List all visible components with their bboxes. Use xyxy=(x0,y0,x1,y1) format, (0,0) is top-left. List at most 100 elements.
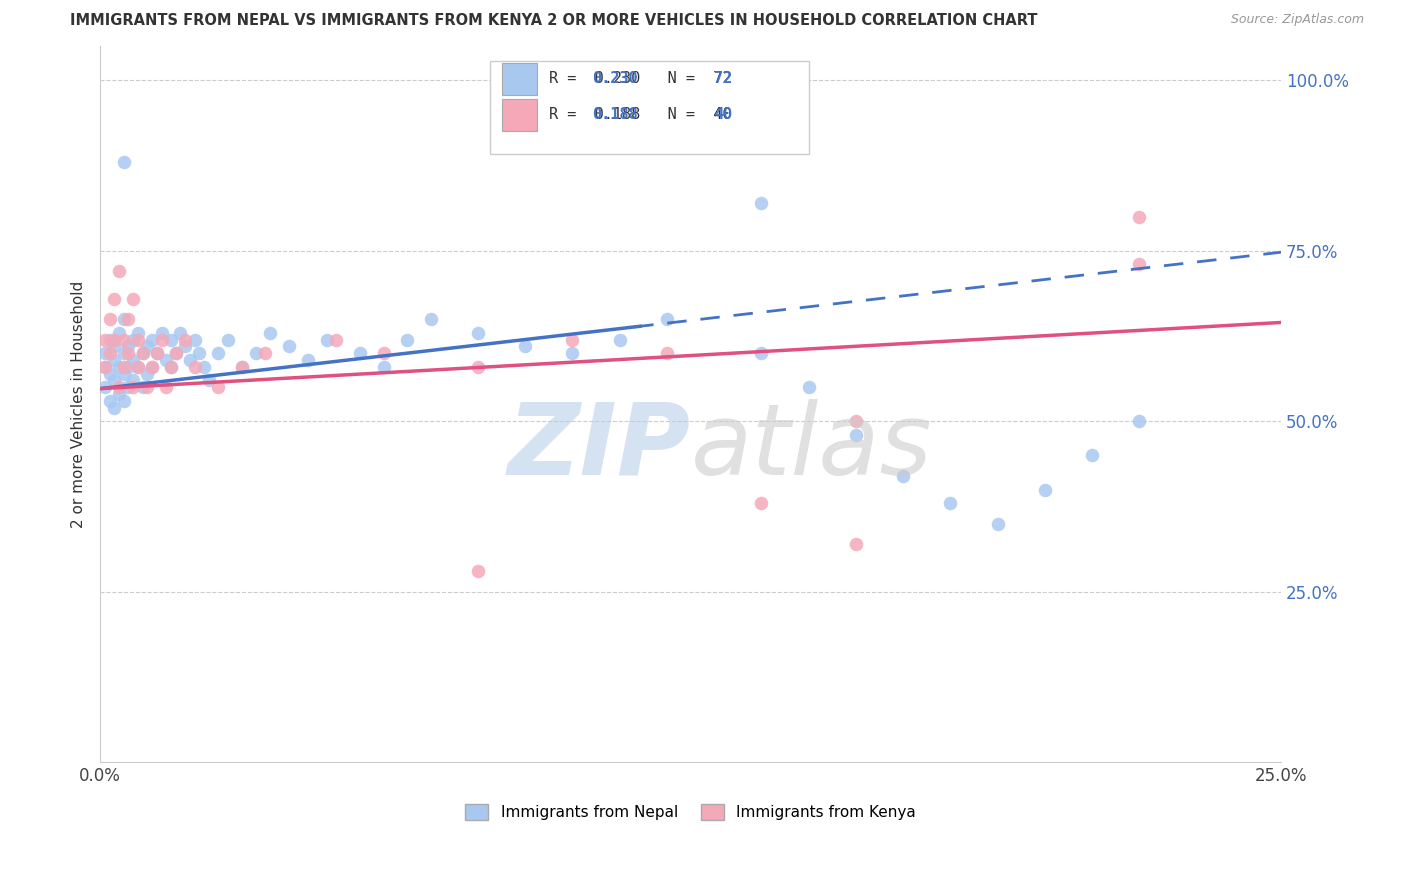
Point xyxy=(349,346,371,360)
Text: R =  0.188   N =  40: R = 0.188 N = 40 xyxy=(548,107,731,122)
FancyBboxPatch shape xyxy=(489,61,808,153)
Point xyxy=(112,312,135,326)
Point xyxy=(1033,483,1056,497)
Point xyxy=(108,387,131,401)
Point xyxy=(103,374,125,388)
Point xyxy=(122,374,145,388)
Point xyxy=(845,428,868,442)
Point xyxy=(98,346,121,360)
Point xyxy=(207,380,229,394)
Point xyxy=(467,326,489,340)
Point xyxy=(561,333,583,347)
Point xyxy=(751,196,773,211)
Text: R =  0.230   N =  72: R = 0.230 N = 72 xyxy=(548,71,731,86)
Point xyxy=(122,353,145,368)
Point xyxy=(122,333,145,347)
Text: Source: ZipAtlas.com: Source: ZipAtlas.com xyxy=(1230,13,1364,27)
Point xyxy=(146,346,169,360)
Point xyxy=(797,380,820,394)
Point xyxy=(165,346,187,360)
Point xyxy=(751,496,773,510)
Point xyxy=(987,516,1010,531)
Point xyxy=(179,353,201,368)
Point xyxy=(1128,258,1150,272)
FancyBboxPatch shape xyxy=(502,98,537,131)
Point xyxy=(188,346,211,360)
Point xyxy=(193,359,215,374)
Point xyxy=(207,346,229,360)
Point xyxy=(103,353,125,368)
Point xyxy=(112,393,135,408)
Point xyxy=(103,333,125,347)
Point xyxy=(127,333,149,347)
FancyBboxPatch shape xyxy=(502,62,537,95)
Point xyxy=(515,339,537,353)
Point xyxy=(117,346,139,360)
Point xyxy=(1128,210,1150,224)
Point xyxy=(315,333,337,347)
Point xyxy=(845,414,868,428)
Point xyxy=(278,339,301,353)
Point xyxy=(155,380,177,394)
Point xyxy=(98,312,121,326)
Point xyxy=(373,359,395,374)
Point xyxy=(259,326,281,340)
Point xyxy=(165,346,187,360)
Point xyxy=(122,292,145,306)
Point xyxy=(169,326,191,340)
Point xyxy=(561,346,583,360)
Point xyxy=(396,333,419,347)
Point xyxy=(108,326,131,340)
Point xyxy=(108,264,131,278)
Point xyxy=(174,333,197,347)
Point xyxy=(136,367,159,381)
Point xyxy=(467,359,489,374)
Point xyxy=(122,380,145,394)
Point xyxy=(467,565,489,579)
Point xyxy=(127,359,149,374)
Point xyxy=(131,346,153,360)
Point xyxy=(94,346,117,360)
Point xyxy=(98,393,121,408)
Point xyxy=(112,359,135,374)
Point xyxy=(131,346,153,360)
Legend: Immigrants from Nepal, Immigrants from Kenya: Immigrants from Nepal, Immigrants from K… xyxy=(460,798,922,826)
Text: 0.230: 0.230 xyxy=(592,71,638,86)
Y-axis label: 2 or more Vehicles in Household: 2 or more Vehicles in Household xyxy=(72,281,86,528)
Point xyxy=(103,401,125,415)
Text: ZIP: ZIP xyxy=(508,399,690,496)
Point xyxy=(94,380,117,394)
Text: atlas: atlas xyxy=(690,399,932,496)
Text: 0.188: 0.188 xyxy=(592,107,638,122)
Point xyxy=(197,374,219,388)
Point xyxy=(112,367,135,381)
Point xyxy=(127,359,149,374)
Point xyxy=(160,333,183,347)
Point xyxy=(160,359,183,374)
Point xyxy=(150,326,173,340)
Point xyxy=(373,346,395,360)
Point xyxy=(112,333,135,347)
Point xyxy=(325,333,347,347)
Text: 40: 40 xyxy=(714,107,733,122)
Point xyxy=(183,359,205,374)
Point xyxy=(254,346,277,360)
Point xyxy=(891,469,914,483)
Point xyxy=(94,359,117,374)
Point xyxy=(98,367,121,381)
Point xyxy=(183,333,205,347)
Point xyxy=(131,380,153,394)
Point xyxy=(141,359,163,374)
Point xyxy=(136,339,159,353)
Point xyxy=(112,155,135,169)
Point xyxy=(1081,449,1104,463)
Point xyxy=(108,359,131,374)
Point xyxy=(297,353,319,368)
Point xyxy=(146,346,169,360)
Point xyxy=(150,333,173,347)
Point xyxy=(845,537,868,551)
Point xyxy=(141,333,163,347)
Point xyxy=(94,333,117,347)
Point xyxy=(103,292,125,306)
Point xyxy=(1128,414,1150,428)
